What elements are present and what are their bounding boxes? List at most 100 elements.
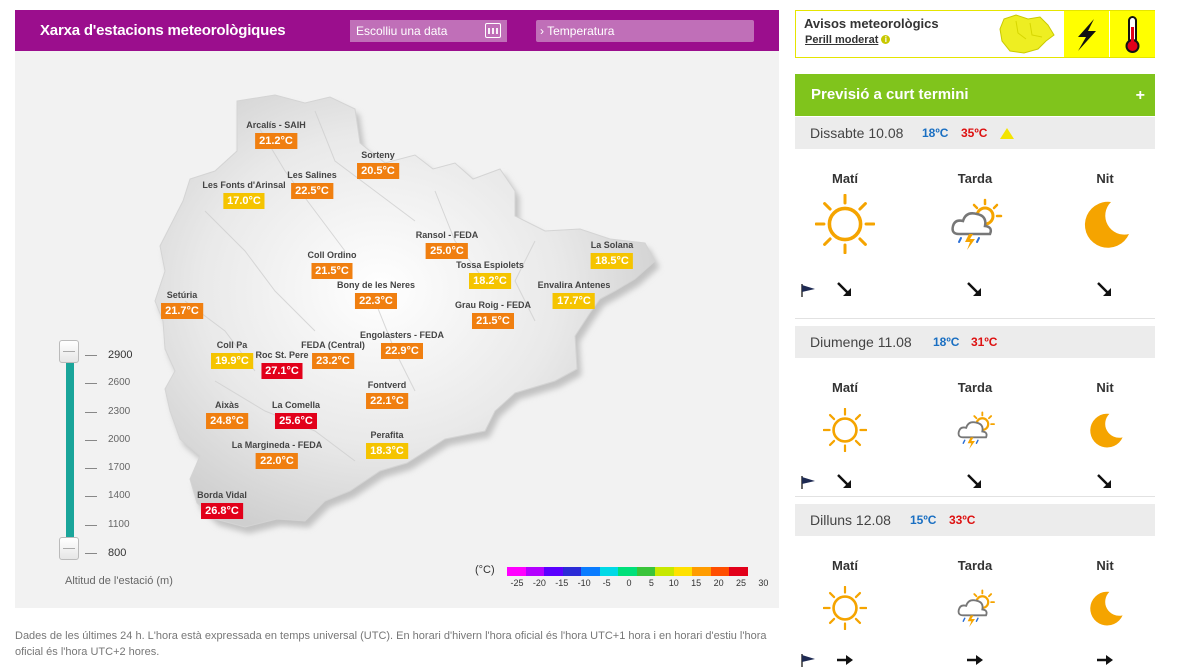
- header-bar: Xarxa d'estacions meteorològiques Escoll…: [15, 10, 779, 51]
- legend-label: -20: [532, 578, 546, 588]
- data-footnote: Dades de les últimes 24 h. L'hora està e…: [15, 630, 767, 658]
- calendar-icon[interactable]: [485, 23, 501, 38]
- period-name: Matí: [832, 171, 858, 186]
- legend-color-bar: [507, 567, 748, 576]
- warning-map-icon[interactable]: [996, 13, 1058, 55]
- station-coll-pa[interactable]: Coll Pa 19.9°C: [211, 340, 253, 369]
- legend-label: -25: [510, 578, 524, 588]
- day-header: Dilluns 12.08 15ºC 33ºC: [795, 504, 1155, 536]
- legend-swatch: [581, 567, 600, 576]
- period-name: Nit: [1096, 380, 1114, 395]
- storm-sun-icon: [945, 194, 1005, 259]
- moon-icon: [1075, 194, 1135, 259]
- altitude-max-handle[interactable]: [59, 340, 79, 363]
- weather-warnings[interactable]: Avisos meteorològics Perill moderat i: [795, 10, 1155, 58]
- legend-label: 15: [691, 578, 702, 588]
- legend-label: 30: [758, 578, 769, 588]
- temp-min: 18ºC: [922, 126, 949, 140]
- legend-swatch: [544, 567, 563, 576]
- altitude-label: 1100: [108, 519, 130, 530]
- wind-arrow-down-right-icon: [965, 280, 985, 300]
- station-fontverd[interactable]: Fontverd 22.1°C: [366, 380, 408, 409]
- altitude-tick: [85, 383, 97, 384]
- page-title: Xarxa d'estacions meteorològiques: [40, 22, 286, 39]
- wind-arrow-right-icon: [835, 650, 855, 670]
- station-grau-roig[interactable]: Grau Roig - FEDA 21.5°C: [455, 300, 531, 329]
- temp-max: 31ºC: [971, 335, 998, 349]
- altitude-range-track[interactable]: [66, 351, 74, 549]
- legend-swatch: [562, 567, 581, 576]
- moon-icon: [1083, 408, 1127, 457]
- forecast-header[interactable]: Previsió a curt termini +: [795, 74, 1155, 116]
- station-feda-central[interactable]: FEDA (Central) 23.2°C: [301, 340, 365, 369]
- day-header: Dissabte 10.08 18ºC 35ºC: [795, 117, 1155, 149]
- period-label: Nit: [1065, 380, 1145, 395]
- period-label: Matí: [805, 171, 885, 186]
- wind-arrow-down-right-icon: [835, 472, 855, 492]
- altitude-tick: [85, 525, 97, 526]
- sun-icon: [822, 407, 868, 457]
- heat-warning-icon[interactable]: [1110, 11, 1155, 57]
- station-seturia[interactable]: Setúria 21.7°C: [161, 290, 203, 319]
- wind-flag-icon: [800, 475, 816, 489]
- legend-swatch: [729, 567, 748, 576]
- period-label: Nit: [1065, 171, 1145, 186]
- legend-label: 10: [668, 578, 679, 588]
- period-label: Tarda: [935, 171, 1015, 186]
- info-icon[interactable]: i: [881, 35, 891, 44]
- variable-select[interactable]: › Temperatura: [536, 20, 754, 42]
- wind-arrow-down-right-icon: [1095, 472, 1115, 492]
- station-perafita[interactable]: Perafita 18.3°C: [366, 430, 408, 459]
- altitude-tick: [85, 496, 97, 497]
- station-ransol[interactable]: Ransol - FEDA 25.0°C: [415, 230, 479, 259]
- warning-level-link[interactable]: Perill moderat i: [805, 34, 891, 46]
- altitude-label: 2300: [108, 406, 131, 417]
- station-sorteny[interactable]: Sorteny 20.5°C: [357, 150, 399, 179]
- station-la-margineda[interactable]: La Margineda - FEDA 22.0°C: [231, 440, 323, 469]
- station-borda-vidal[interactable]: Borda Vidal 26.8°C: [197, 490, 247, 519]
- period-label: Nit: [1065, 558, 1145, 573]
- moon-icon: [1083, 586, 1127, 635]
- altitude-tick: [85, 355, 97, 356]
- station-aixas[interactable]: Aixàs 24.8°C: [206, 400, 248, 429]
- date-picker[interactable]: Escolliu una data: [350, 20, 507, 42]
- wind-arrow-down-right-icon: [1095, 280, 1115, 300]
- altitude-min-handle[interactable]: [59, 537, 79, 560]
- station-coll-ordino[interactable]: Coll Ordino 21.5°C: [307, 250, 357, 279]
- temp-max: 33ºC: [949, 513, 976, 527]
- altitude-label: 2900: [108, 349, 133, 361]
- station-engolasters[interactable]: Engolasters - FEDA 22.9°C: [359, 330, 445, 359]
- expand-icon[interactable]: +: [1135, 87, 1145, 104]
- wind-arrow-down-right-icon: [835, 280, 855, 300]
- divider: [795, 496, 1155, 497]
- day-name: Diumenge 11.08: [810, 334, 912, 350]
- storm-warning-icon[interactable]: [1064, 11, 1109, 57]
- altitude-filter[interactable]: 2900 2600 2300 2000 1700 1400 1100 800: [59, 340, 183, 566]
- station-les-salines[interactable]: Les Salines 22.5°C: [287, 170, 337, 199]
- legend-swatch: [618, 567, 637, 576]
- wind-flag-icon: [800, 653, 816, 667]
- station-la-solana[interactable]: La Solana 18.5°C: [590, 240, 634, 269]
- station-arcalis[interactable]: Arcalís - SAIH 21.2°C: [246, 120, 306, 149]
- period-label: Matí: [805, 380, 885, 395]
- legend-swatch: [636, 567, 655, 576]
- legend-unit: (°C): [475, 564, 495, 576]
- warnings-title: Avisos meteorològics: [804, 16, 939, 31]
- stations-map[interactable]: Arcalís - SAIH 21.2°C Sorteny 20.5°C Les…: [15, 51, 779, 608]
- period-label: Tarda: [935, 380, 1015, 395]
- warning-triangle-icon[interactable]: [1000, 128, 1014, 139]
- altitude-tick: [85, 440, 97, 441]
- altitude-label: 2600: [108, 377, 131, 388]
- altitude-caption: Altitud de l'estació (m): [65, 575, 173, 587]
- station-les-fonts-arinsal[interactable]: Les Fonts d'Arinsal 17.0°C: [202, 180, 286, 209]
- temp-max: 35ºC: [961, 126, 988, 140]
- station-tossa-espiolets[interactable]: Tossa Espiolets 18.2°C: [456, 260, 524, 289]
- station-roc-st-pere[interactable]: Roc St. Pere 27.1°C: [255, 350, 309, 379]
- period-name: Tarda: [957, 558, 993, 573]
- station-envalira-antenes[interactable]: Envalira Antenes 17.7°C: [537, 280, 611, 309]
- altitude-tick: [85, 412, 97, 413]
- altitude-label: 800: [108, 547, 127, 559]
- station-la-comella[interactable]: La Comella 25.6°C: [271, 400, 321, 429]
- station-bony-de-les-neres[interactable]: Bony de les Neres 22.3°C: [336, 280, 416, 309]
- sun-icon: [822, 585, 868, 635]
